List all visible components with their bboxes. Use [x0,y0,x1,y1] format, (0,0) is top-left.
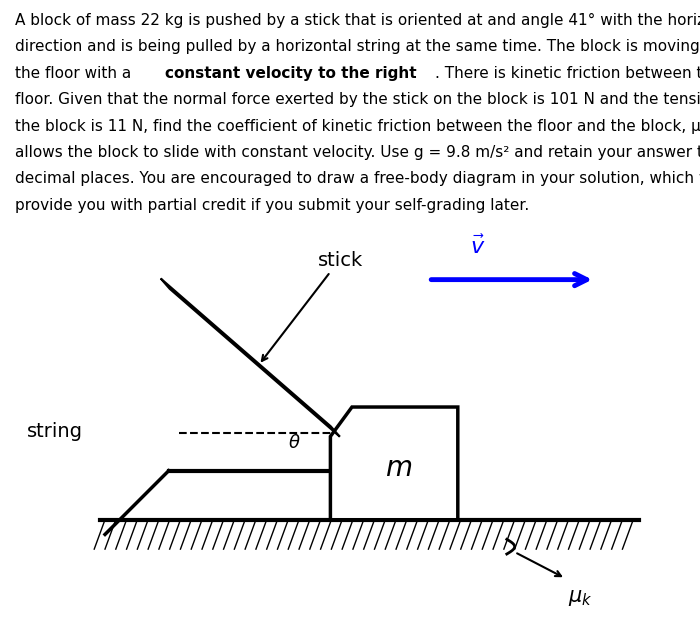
Text: allows the block to slide with constant velocity. Use g = 9.8 m/s² and retain yo: allows the block to slide with constant … [15,145,700,160]
Text: $\mu_k$: $\mu_k$ [568,588,592,608]
Text: string: string [27,422,83,441]
Text: $m$: $m$ [386,455,412,482]
Polygon shape [161,279,340,436]
Text: floor. Given that the normal force exerted by the stick on the block is 101 N an: floor. Given that the normal force exert… [15,92,700,107]
Text: the block is 11 N, find the coefficient of kinetic friction between the floor an: the block is 11 N, find the coefficient … [15,119,700,134]
Text: constant velocity to the right: constant velocity to the right [165,66,416,80]
Text: decimal places. You are encouraged to draw a free-body diagram in your solution,: decimal places. You are encouraged to dr… [15,171,700,186]
Text: $\theta$: $\theta$ [288,435,300,452]
Text: provide you with partial credit if you submit your self-grading later.: provide you with partial credit if you s… [15,197,529,213]
Text: . There is kinetic friction between the block and the: . There is kinetic friction between the … [435,66,700,80]
Text: the floor with a: the floor with a [15,66,136,80]
Text: $\vec{v}$: $\vec{v}$ [470,235,485,258]
Polygon shape [330,407,458,520]
Text: A block of mass 22 kg is pushed by a stick that is oriented at and angle 41° wit: A block of mass 22 kg is pushed by a sti… [15,13,700,28]
Text: direction and is being pulled by a horizontal string at the same time. The block: direction and is being pulled by a horiz… [15,40,700,54]
Text: stick: stick [318,251,363,269]
